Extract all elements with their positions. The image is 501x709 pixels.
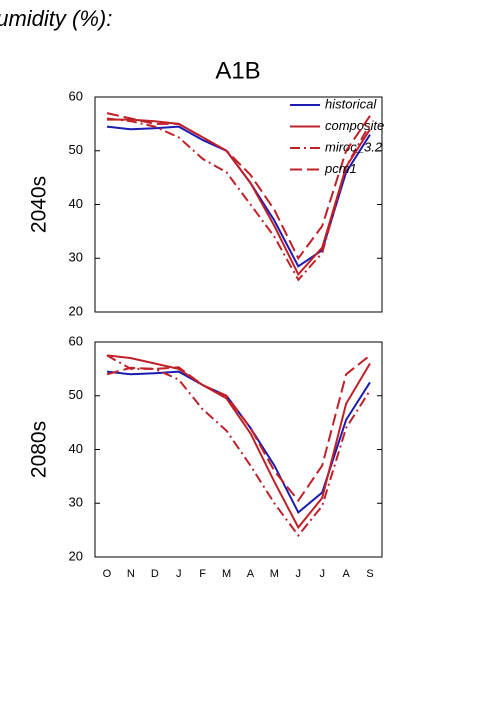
x-tick-label: J — [176, 568, 182, 580]
x-tick-label: A — [342, 568, 350, 580]
legend-label: composite — [325, 118, 384, 133]
x-tick-label: M — [222, 568, 231, 580]
y-tick-label: 60 — [69, 88, 83, 103]
y-axis-label: 2080s — [28, 421, 51, 478]
legend-label: miroc_3.2 — [325, 139, 383, 154]
x-tick-label: F — [199, 568, 206, 580]
y-tick-label: 30 — [69, 250, 83, 265]
y-tick-label: 20 — [69, 548, 83, 563]
series-line — [106, 112, 371, 261]
x-tick-label: J — [319, 568, 325, 580]
y-tick-label: 40 — [69, 196, 83, 211]
series-line — [106, 370, 371, 514]
series-line — [107, 118, 371, 277]
y-tick-label: 30 — [69, 495, 83, 510]
x-tick-label: A — [247, 568, 255, 580]
x-tick-label: J — [296, 568, 302, 580]
x-tick-label: N — [127, 568, 135, 580]
y-tick-label: 50 — [69, 142, 83, 157]
y-axis-label: 2040s — [28, 176, 51, 233]
legend-label: pcm1 — [324, 161, 357, 176]
legend-label: historical — [325, 96, 377, 111]
series-line — [106, 354, 371, 538]
x-tick-label: M — [270, 568, 279, 580]
y-tick-label: 20 — [69, 303, 83, 318]
y-tick-label: 60 — [69, 333, 83, 348]
y-tick-label: 50 — [69, 387, 83, 402]
series-line — [106, 354, 371, 530]
chart-title: A1B — [215, 57, 260, 84]
x-tick-label: S — [366, 568, 373, 580]
x-tick-label: O — [103, 568, 112, 580]
series-line — [106, 354, 371, 503]
x-tick-label: D — [151, 568, 159, 580]
page-header: humidity (%): — [0, 6, 112, 31]
y-tick-label: 40 — [69, 441, 83, 456]
series-line — [106, 117, 371, 282]
